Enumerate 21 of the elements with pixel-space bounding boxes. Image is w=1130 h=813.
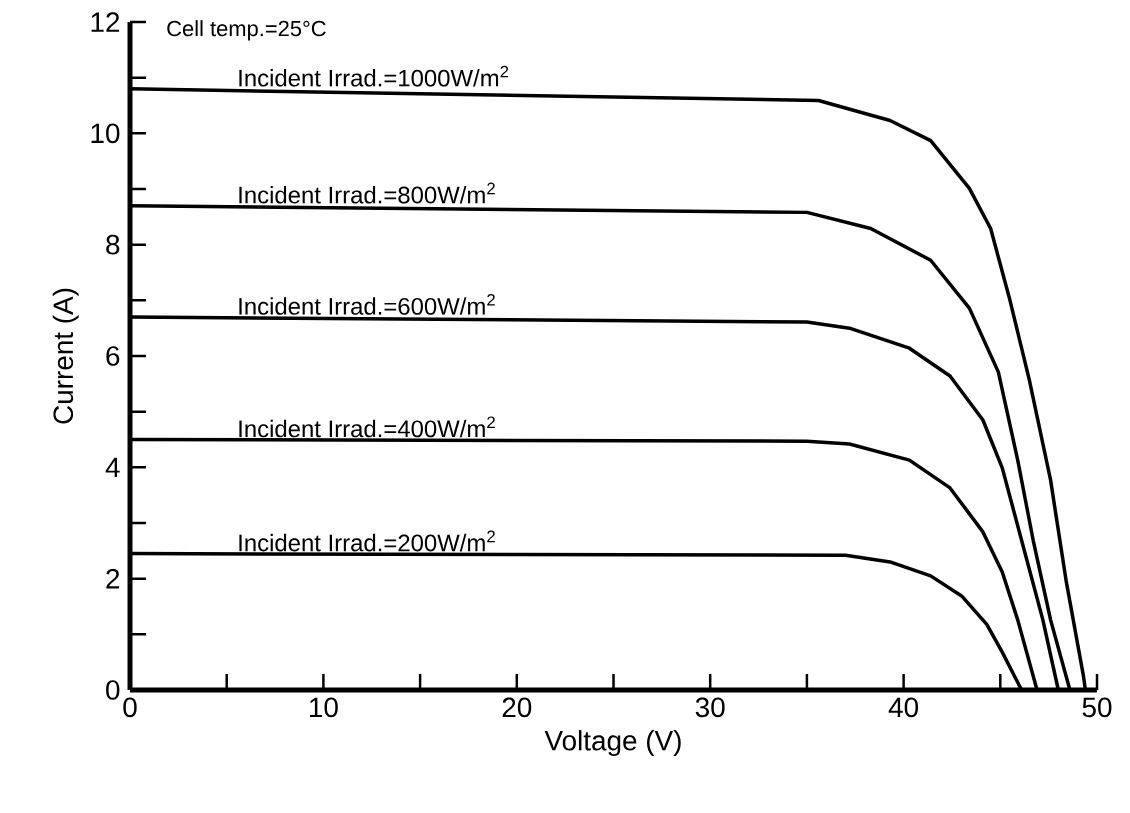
y-axis-title: Current (A) <box>52 288 79 424</box>
series-label: Incident Irrad.=200W/m$^{2}$ <box>239 530 495 552</box>
y-tick-label: 8 <box>106 234 120 255</box>
y-tick-label: 12 <box>91 12 120 32</box>
y-tick-label: 4 <box>105 457 120 477</box>
x-tick-label: 10 <box>310 697 338 718</box>
x-tick-label: 50 <box>1082 697 1112 718</box>
series-label: Incident Irrad.=400W/m$^{2}$ <box>239 416 495 438</box>
series-label: Incident Irrad.=600W/m$^{2}$ <box>239 293 495 315</box>
x-tick-label: 30 <box>695 697 725 718</box>
y-tick-label: 0 <box>106 680 120 700</box>
x-tick-label: 20 <box>502 697 532 718</box>
annotation: Cell temp.=25°C <box>167 20 326 41</box>
series-label: Incident Irrad.=800W/m$^{2}$ <box>239 182 495 204</box>
y-tick-label: 6 <box>106 346 120 366</box>
x-axis-title: Voltage (V) <box>544 730 681 757</box>
y-tick-label: 10 <box>91 123 120 144</box>
x-tick-label: 0 <box>123 697 137 718</box>
series-label: Incident Irrad.=1000W/m$^{2}$ <box>239 65 509 87</box>
y-tick-label: 2 <box>106 568 120 589</box>
x-tick-label: 40 <box>888 697 919 718</box>
